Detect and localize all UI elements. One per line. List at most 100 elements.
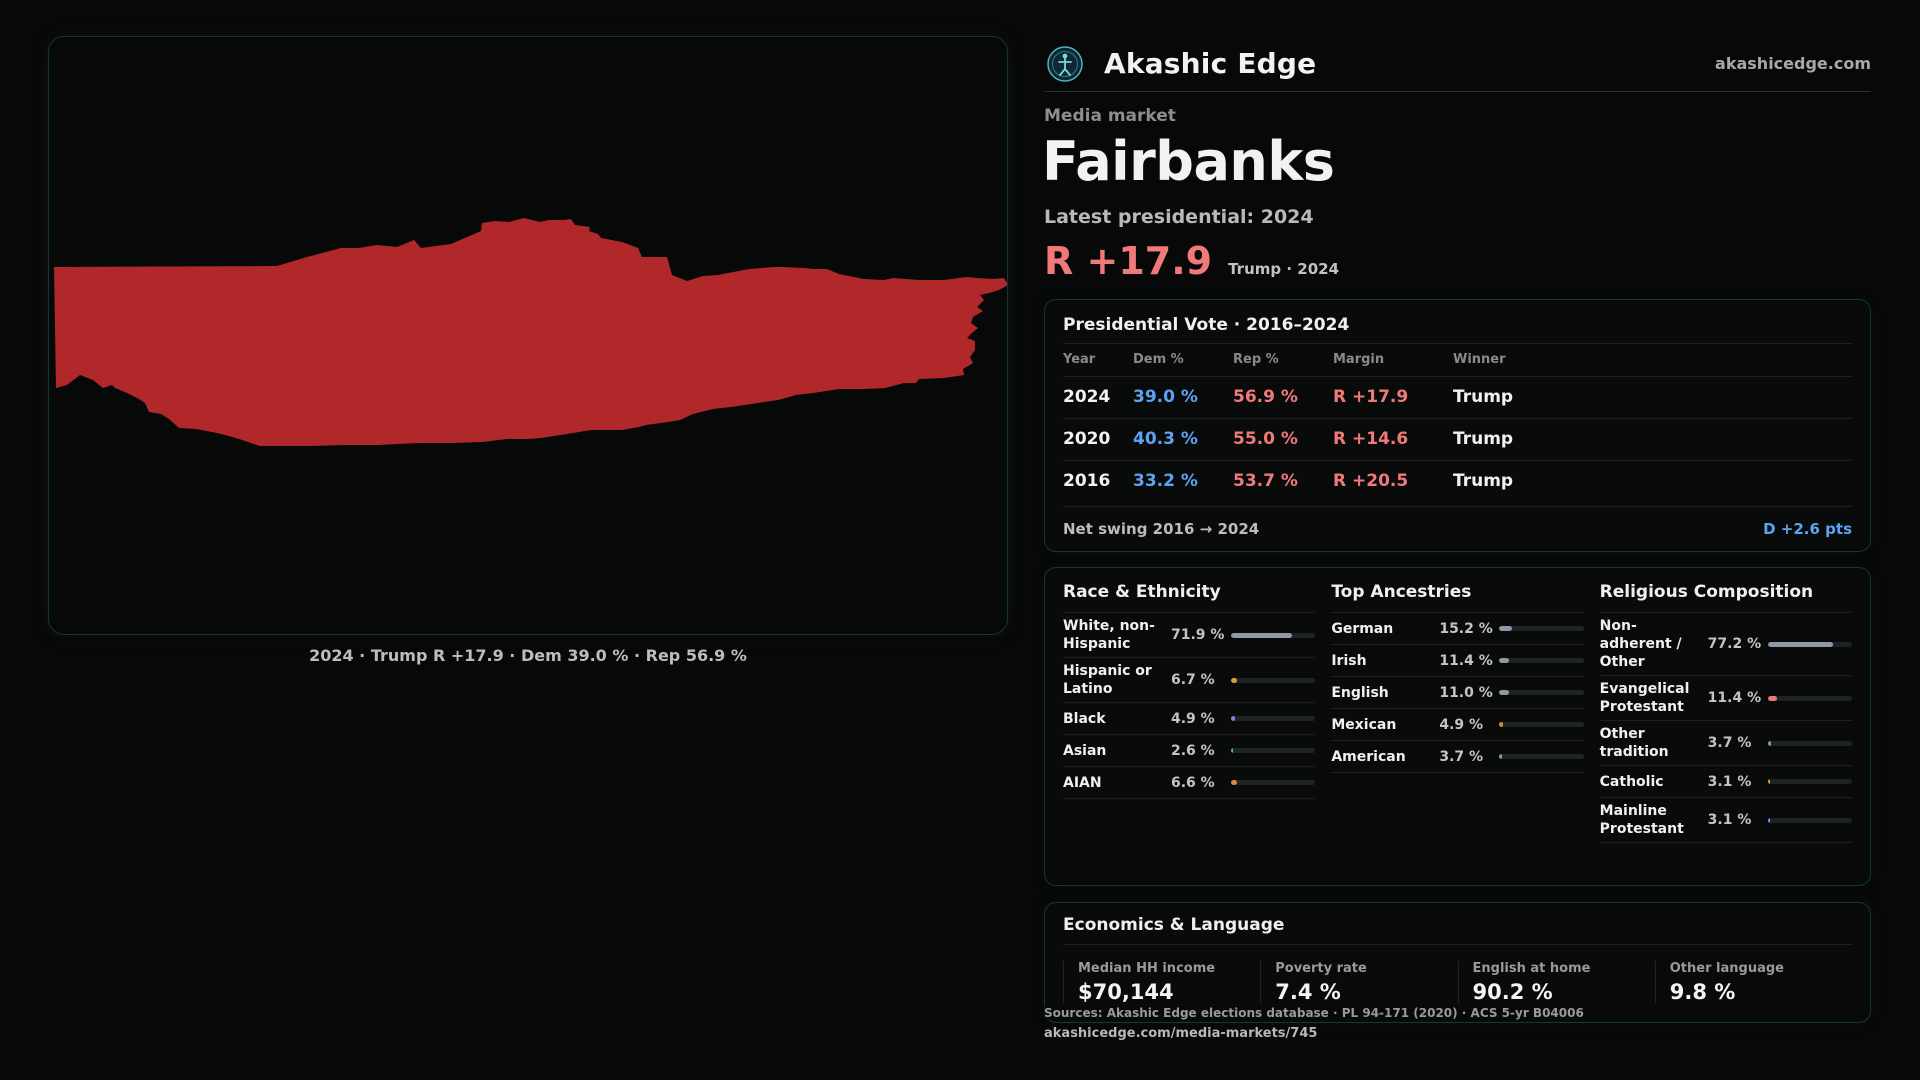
page-url-link[interactable]: akashicedge.com/media-markets/745 (1044, 1026, 1318, 1041)
item-percent: 6.6 % (1171, 774, 1215, 791)
brand-url-link[interactable]: akashicedge.com (1715, 54, 1871, 73)
brand-header: Akashic Edge akashicedge.com (1044, 36, 1871, 92)
year-cell: 2024 (1063, 376, 1133, 419)
table-header-row: Year Dem % Rep % Margin Winner (1063, 344, 1852, 377)
share-bar (1231, 780, 1316, 785)
table-row: 2020 40.3 % 55.0 % R +14.6 Trump (1063, 418, 1852, 461)
rep-cell: 55.0 % (1233, 418, 1333, 461)
race-ethnicity-column: Race & Ethnicity White, non-Hispanic 71.9… (1063, 568, 1316, 885)
stat-value: 7.4 % (1275, 980, 1341, 1004)
margin-cell: R +17.9 (1333, 376, 1453, 419)
table-row: 2024 39.0 % 56.9 % R +17.9 Trump (1063, 376, 1852, 419)
map-panel[interactable] (48, 36, 1008, 635)
stat-median-income: Median HH income $70,144 (1063, 961, 1260, 1004)
share-bar (1231, 632, 1316, 638)
list-item: Other tradition 3.7 % (1599, 721, 1852, 766)
item-label: Non-adherent / Other (1599, 618, 1682, 670)
item-label: Evangelical Protestant (1599, 681, 1690, 715)
share-bar-fill (1231, 780, 1237, 785)
item-percent: 3.1 % (1707, 773, 1752, 790)
card-title: Top Ancestries (1331, 568, 1584, 613)
share-bar (1231, 677, 1316, 683)
list-item: Evangelical Protestant 11.4 % (1599, 676, 1852, 721)
list-item: White, non-Hispanic 71.9 % (1063, 613, 1316, 658)
stat-label: Median HH income (1078, 961, 1216, 976)
net-swing-label: Net swing 2016 → 2024 (1063, 520, 1260, 538)
column-header: Dem % (1133, 344, 1233, 377)
net-swing-row: Net swing 2016 → 2024 D +2.6 pts (1063, 506, 1852, 551)
column-header: Winner (1453, 344, 1852, 377)
stat-label: Other language (1669, 961, 1784, 976)
stat-label: Poverty rate (1275, 961, 1367, 976)
share-bar (1767, 817, 1852, 823)
item-label: Asian (1063, 742, 1107, 759)
list-item: AIAN 6.6 % (1063, 767, 1316, 799)
stat-value: 9.8 % (1669, 980, 1736, 1004)
item-label: Other tradition (1599, 726, 1669, 760)
rep-cell: 53.7 % (1233, 471, 1298, 492)
column-header: Year (1063, 344, 1133, 377)
item-label: German (1331, 620, 1394, 637)
market-map[interactable] (49, 37, 1008, 635)
share-bar (1499, 658, 1584, 663)
share-bar-fill (1767, 695, 1778, 701)
card-title: Religious Composition (1599, 568, 1852, 613)
share-bar-fill (1499, 722, 1504, 727)
share-bar (1767, 641, 1852, 647)
margin-cell: R +20.5 (1333, 471, 1409, 492)
stat-poverty-rate: Poverty rate 7.4 % (1260, 961, 1457, 1004)
presidential-vote-card: Presidential Vote · 2016–2024 Year Dem %… (1044, 299, 1871, 552)
share-bar (1499, 722, 1584, 727)
share-bar-fill (1231, 716, 1236, 721)
year-cell: 2020 (1063, 418, 1133, 461)
dem-cell: 39.0 % (1133, 376, 1233, 419)
share-bar (1499, 690, 1584, 695)
list-item: Mainline Protestant 3.1 % (1599, 798, 1852, 843)
item-percent: 15.2 % (1439, 620, 1493, 637)
item-percent: 11.4 % (1707, 690, 1762, 706)
item-label: English (1331, 684, 1389, 701)
share-bar-fill (1767, 779, 1771, 784)
column-header: Margin (1333, 344, 1453, 377)
winner-cell: Trump (1453, 376, 1852, 419)
share-bar (1231, 748, 1316, 753)
market-kicker: Media market (1044, 106, 1176, 126)
list-item: English 11.0 % (1331, 677, 1584, 709)
card-title: Economics & Language (1063, 903, 1852, 945)
share-bar (1499, 754, 1584, 759)
share-bar-fill (1231, 748, 1234, 753)
economics-card: Economics & Language Median HH income $7… (1044, 902, 1871, 1023)
stat-english-at-home: English at home 90.2 % (1457, 961, 1655, 1004)
margin-cell: R +14.6 (1333, 418, 1453, 461)
religion-list: Non-adherent / Other 77.2 % Evangelical Pr… (1599, 613, 1852, 843)
map-caption: 2024 · Trump R +17.9 · Dem 39.0 % · Rep … (309, 646, 747, 665)
ancestries-column: Top Ancestries German 15.2 % Irish 11.4 % En… (1331, 568, 1584, 885)
market-shape[interactable] (54, 218, 1008, 446)
share-bar-fill (1767, 740, 1771, 746)
race-list: White, non-Hispanic 71.9 % Hispanic or Lat… (1063, 613, 1316, 799)
share-bar-fill (1499, 690, 1509, 695)
stat-label: English at home (1472, 961, 1591, 976)
item-label: Black (1063, 710, 1106, 727)
item-percent: 3.1 % (1707, 812, 1752, 828)
stat-value: $70,144 (1078, 980, 1174, 1004)
margin-value: R +17.9 (1044, 239, 1213, 283)
card-title: Race & Ethnicity (1063, 568, 1316, 613)
dem-cell: 33.2 % (1133, 471, 1198, 492)
item-percent: 11.4 % (1439, 652, 1493, 669)
item-percent: 3.7 % (1439, 748, 1484, 765)
list-item: Catholic 3.1 % (1599, 766, 1852, 798)
year-cell: 2016 (1063, 471, 1111, 492)
list-item: Hispanic or Latino 6.7 % (1063, 658, 1316, 703)
margin-subtitle: Trump · 2024 (1228, 260, 1340, 278)
brand-name: Akashic Edge (1104, 47, 1317, 80)
page-title: Fairbanks (1042, 130, 1335, 193)
item-label: American (1331, 748, 1406, 765)
latest-presidential-label: Latest presidential: 2024 (1044, 206, 1314, 228)
share-bar-fill (1231, 632, 1292, 638)
akashic-edge-logo-icon[interactable] (1046, 45, 1084, 83)
item-percent: 6.7 % (1171, 672, 1215, 688)
share-bar-fill (1231, 677, 1237, 683)
share-bar (1499, 626, 1584, 631)
winner-cell: Trump (1453, 471, 1514, 492)
